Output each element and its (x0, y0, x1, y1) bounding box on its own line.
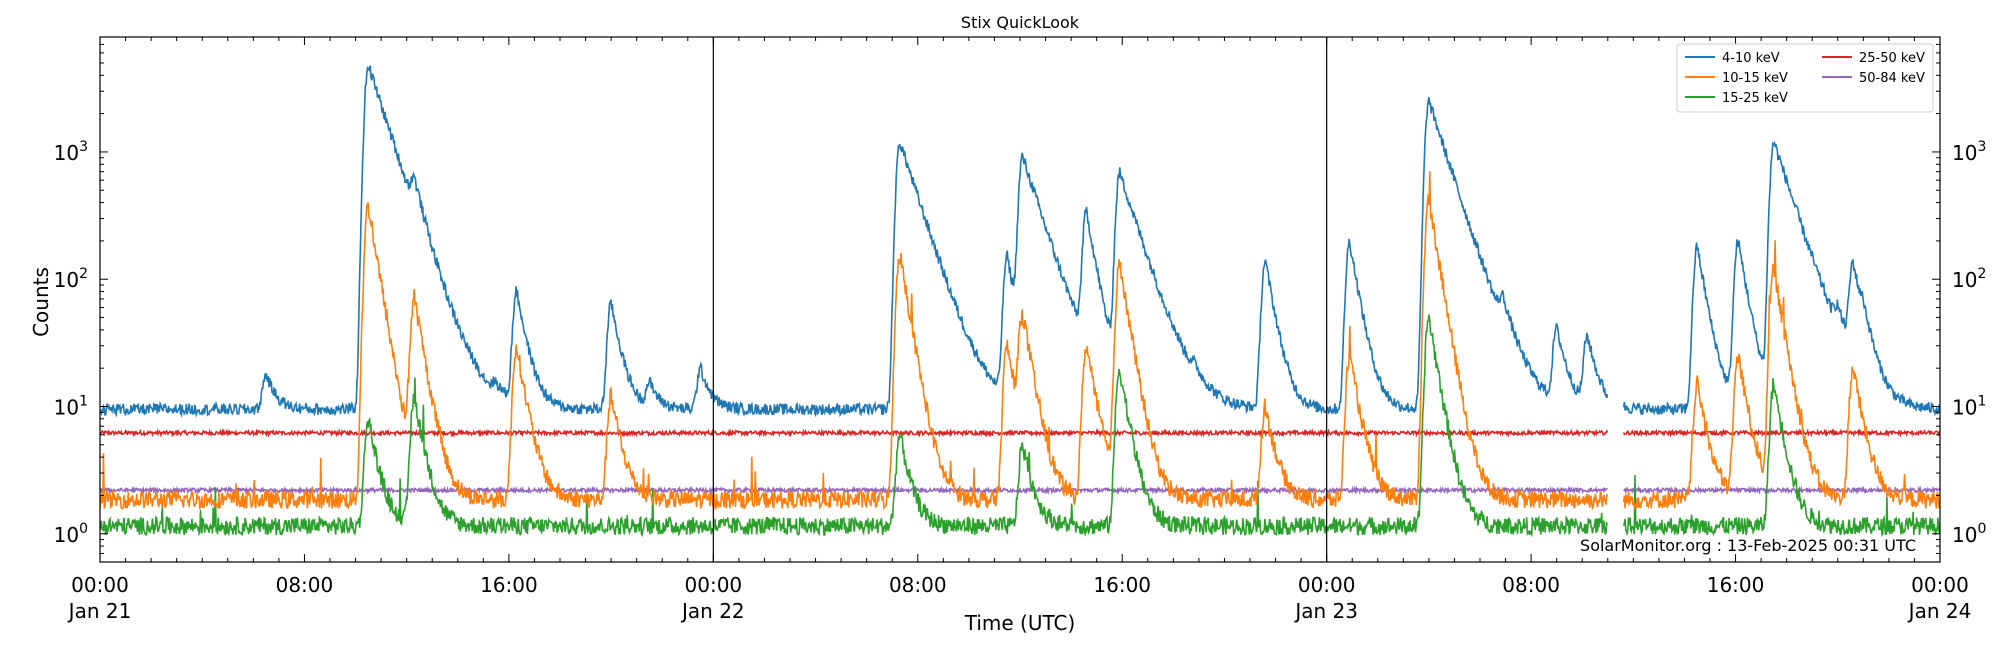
x-tick-label: 16:00 (1707, 573, 1765, 597)
series-line-25-50-keV (100, 427, 1940, 438)
legend-label: 4-10 keV (1722, 51, 1780, 66)
x-tick-date-label: Jan 23 (1293, 599, 1358, 623)
legend-label: 10-15 keV (1722, 71, 1788, 86)
x-tick-date-label: Jan 22 (680, 599, 745, 623)
x-tick-label: 00:00 (685, 573, 743, 597)
y-tick-label-right: 102 (1952, 266, 1986, 292)
x-tick-label: 08:00 (889, 573, 947, 597)
plot-frame (99, 36, 1941, 563)
x-tick-label: 00:00 (1911, 573, 1969, 597)
y-tick-label-right: 101 (1952, 393, 1986, 419)
series-line-4-10-keV (100, 65, 1940, 418)
x-axis-label: Time (UTC) (964, 611, 1076, 635)
credit-text: SolarMonitor.org : 13-Feb-2025 00:31 UTC (1580, 536, 1916, 555)
legend-label: 15-25 keV (1722, 91, 1788, 106)
y-tick-label-left: 101 (54, 393, 88, 419)
legend-label: 50-84 keV (1859, 71, 1925, 86)
y-tick-label-left: 100 (54, 521, 88, 547)
series-group (100, 65, 1940, 538)
legend-box (1676, 43, 1934, 113)
x-tick-label: 08:00 (276, 573, 334, 597)
x-tick-label: 00:00 (71, 573, 129, 597)
x-tick-date-label: Jan 21 (67, 599, 132, 623)
chart-title: Stix QuickLook (961, 13, 1080, 32)
y-tick-label-left: 102 (54, 266, 88, 292)
x-tick-label: 08:00 (1502, 573, 1560, 597)
y-tick-label-right: 100 (1952, 521, 1986, 547)
series-line-15-25-keV (100, 314, 1940, 538)
legend: 4-10 keV 10-15 keV 15-25 keV 25-50 keV 50-84… (1676, 43, 1934, 113)
x-tick-date-label: Jan 24 (1907, 599, 1972, 623)
series-line-50-84-keV (100, 485, 1940, 496)
series-line-10-15-keV (100, 171, 1940, 511)
y-axis-label: Counts (29, 267, 53, 337)
x-tick-label: 16:00 (480, 573, 538, 597)
y-tick-label-right: 103 (1952, 139, 1986, 165)
x-tick-label: 16:00 (1093, 573, 1151, 597)
x-tick-label: 00:00 (1298, 573, 1356, 597)
y-tick-label-left: 103 (54, 139, 88, 165)
legend-label: 25-50 keV (1859, 51, 1925, 66)
